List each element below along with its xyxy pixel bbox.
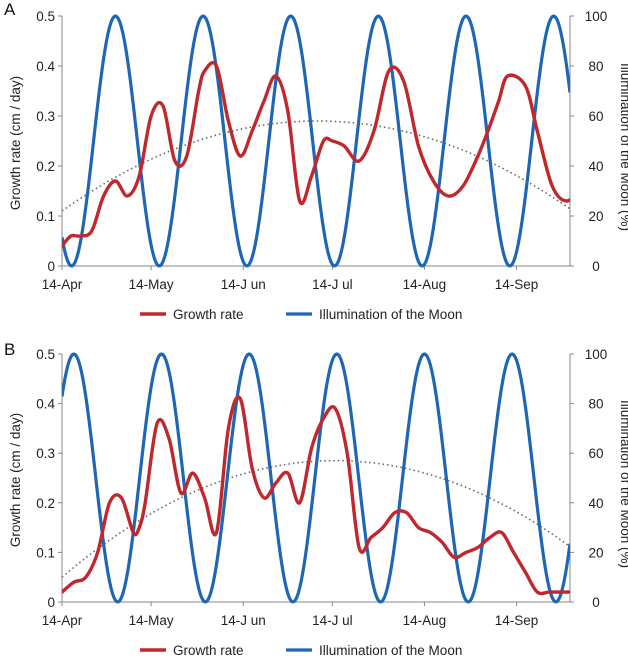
- y-axis-title-left: Growth rate (cm / day): [8, 76, 23, 210]
- y-tick-label-left: 0.5: [36, 9, 55, 24]
- y-tick-label-right: 100: [585, 347, 608, 362]
- legend-label-moon: Illumination of the Moon: [319, 643, 462, 658]
- x-tick-label: 14-May: [129, 613, 174, 628]
- x-tick-label: 14-J un: [221, 613, 266, 628]
- y-tick-label-left: 0.1: [36, 545, 55, 560]
- y-tick-label-left: 0.3: [36, 446, 55, 461]
- y-tick-label-right: 60: [588, 109, 603, 124]
- y-tick-label-left: 0.3: [36, 109, 55, 124]
- y-tick-label-left: 0.4: [36, 59, 55, 74]
- y-tick-label-right: 20: [588, 545, 603, 560]
- panel-label-a: A: [4, 0, 16, 19]
- y-tick-label-right: 60: [588, 446, 603, 461]
- chart-panel-b: B 0 0.1 0.2 0.3 0.4 0.5 0 20 40 60 80 100 14-Apr 14-M…: [0, 338, 628, 662]
- moon-illumination-line: [62, 14, 570, 268]
- x-tick-label: 14-Apr: [42, 613, 83, 628]
- growth-rate-line: [62, 395, 570, 596]
- y-tick-label-left: 0.5: [36, 347, 55, 362]
- y-tick-label-left: 0.2: [36, 496, 55, 511]
- y-tick-label-right: 80: [588, 59, 603, 74]
- x-tick-label: 14-May: [129, 277, 174, 292]
- panel-label-b: B: [4, 340, 16, 359]
- y-tick-label-right: 100: [585, 9, 608, 24]
- legend-label-growth: Growth rate: [173, 643, 244, 658]
- x-tick-label: 14-J ul: [312, 277, 353, 292]
- y-tick-label-left: 0.2: [36, 159, 55, 174]
- chart-a-svg: 0 0.1 0.2 0.3 0.4 0.5 0 20 40 60 80 100 14-Apr 14-May…: [8, 9, 628, 322]
- y-tick-label-left: 0.1: [36, 209, 55, 224]
- chart-panel-a: A 0 0.1 0.2 0.3 0.4 0.5 0 20 40 60 80 100 14-Apr 14-M…: [0, 0, 628, 330]
- moon-illumination-line: [62, 352, 570, 604]
- y-axis-title-right: Illumination of the Moon (%): [618, 400, 628, 568]
- growth-rate-line: [62, 60, 570, 248]
- x-tick-label: 14-Apr: [42, 277, 83, 292]
- y-tick-label-left: 0.4: [36, 397, 55, 412]
- y-axis-title-right: Illumination of the Moon (%): [618, 63, 628, 231]
- y-tick-label-right: 80: [588, 397, 603, 412]
- y-axis-title-left: Growth rate (cm / day): [8, 413, 23, 547]
- x-tick-label: 14-Sep: [495, 613, 539, 628]
- y-tick-label-right: 20: [588, 209, 603, 224]
- x-tick-label: 14-Sep: [495, 277, 539, 292]
- legend-label-growth: Growth rate: [173, 307, 244, 322]
- x-tick-label: 14-J un: [221, 277, 266, 292]
- y-tick-label-left: 0: [47, 259, 55, 274]
- legend-label-moon: Illumination of the Moon: [319, 307, 462, 322]
- x-tick-label: 14-Aug: [403, 277, 447, 292]
- y-tick-label-right: 40: [588, 159, 603, 174]
- y-tick-label-left: 0: [47, 595, 55, 610]
- trend-dotted-line: [62, 459, 570, 578]
- y-tick-label-right: 0: [592, 259, 600, 274]
- chart-b-svg: 0 0.1 0.2 0.3 0.4 0.5 0 20 40 60 80 100 14-Apr 14-May…: [8, 347, 628, 658]
- x-tick-label: 14-Aug: [403, 613, 447, 628]
- x-tick-label: 14-J ul: [312, 613, 353, 628]
- y-tick-label-right: 0: [592, 595, 600, 610]
- y-tick-label-right: 40: [588, 496, 603, 511]
